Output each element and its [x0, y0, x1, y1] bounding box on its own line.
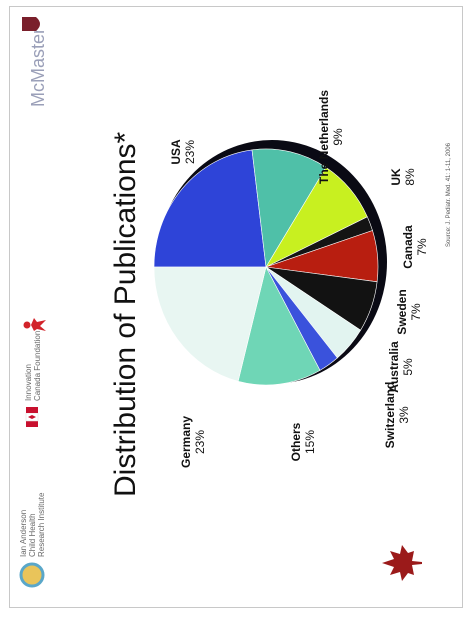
slide-frame: Ian Anderson Child Health Research Insti… — [9, 6, 463, 608]
slice-label-uk: UK — [389, 168, 403, 186]
chart-title: Distribution of Publications* — [109, 131, 142, 497]
slide: Ian Anderson Child Health Research Insti… — [10, 7, 462, 607]
source-note: Source: J. Pediatr. Med. 41: 1-11, 2006 — [446, 142, 452, 247]
figure-logo-icon — [23, 318, 46, 331]
left-logo: Ian Anderson Child Health Research Insti… — [19, 492, 46, 588]
canada-flag-icon — [25, 407, 39, 427]
right-logo-text: McMaster — [28, 28, 48, 107]
slice-percent-usa: 23% — [183, 140, 197, 164]
left-logo-line-3: Research Institute — [37, 492, 46, 557]
institute-logo-icon — [19, 562, 45, 588]
right-logo: McMaster — [22, 17, 48, 107]
centre-logo: Innovation Canada Foundation — [24, 331, 42, 401]
slice-label-sweden: Sweden — [395, 289, 409, 334]
slice-labels: USA 23% The Netherlands 9%UK 8%Canada 7%Swede… — [169, 90, 429, 468]
pie-slice-usa — [153, 149, 267, 268]
slice-percent-australia: 5% — [401, 358, 415, 376]
left-logo-line-1: Ian Anderson — [19, 510, 28, 557]
slice-percent-others: 15% — [303, 430, 317, 454]
left-logo-line-2: Child Health — [28, 513, 37, 557]
slice-percent-switzerland: 3% — [397, 406, 411, 424]
slice-percent-canada: 7% — [415, 238, 429, 256]
slice-label-usa: USA — [169, 139, 183, 165]
slice-percent-uk: 8% — [403, 168, 417, 186]
slice-label-australia: Australia — [387, 341, 401, 393]
pie-slice-unlabeled-1 — [251, 148, 327, 268]
university-crest-icon — [22, 17, 40, 31]
centre-logo-line-1: Innovation — [24, 364, 33, 401]
centre-logo-line-2: Canada Foundation — [33, 331, 42, 401]
slice-percent-germany: 23% — [193, 430, 207, 454]
slice-percent-sweden: 7% — [409, 303, 423, 321]
pie-slice-germany — [153, 266, 267, 382]
slice-label-others: Others — [289, 422, 303, 461]
slice-label-the-netherlands: The Netherlands — [317, 90, 331, 184]
slice-percent-the-netherlands: 9% — [331, 128, 345, 146]
pie-chart: Ian Anderson Child Health Research Insti… — [19, 17, 452, 588]
maple-leaf-icon — [382, 545, 422, 581]
slice-label-switzerland: Switzerland — [383, 382, 397, 449]
slice-label-canada: Canada — [401, 225, 415, 269]
pie-slices — [153, 148, 379, 386]
pie-slice-others — [237, 266, 321, 386]
slice-label-germany: Germany — [179, 416, 193, 468]
